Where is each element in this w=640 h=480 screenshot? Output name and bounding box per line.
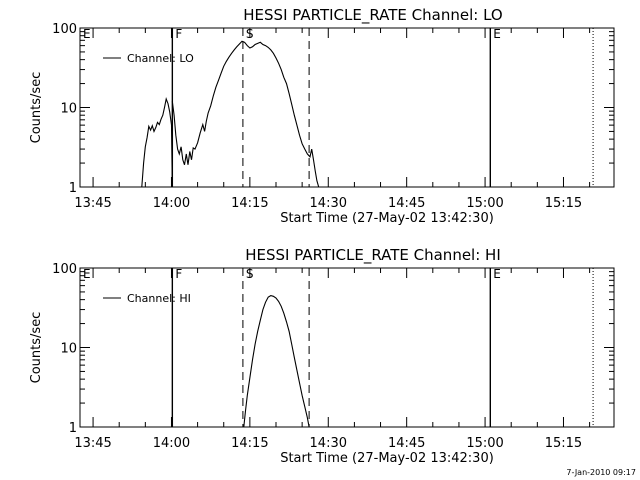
y-tick-label: 10 — [60, 102, 77, 117]
legend-label: Channel: HI — [127, 292, 191, 305]
chart-panel-2: HESSI PARTICLE_RATE Channel: HI 1 10 100 Cou… — [29, 246, 615, 466]
x-tick-label: 14:15 — [231, 436, 268, 451]
marker-label: S — [246, 27, 254, 41]
marker-label: F — [175, 267, 182, 281]
x-tick-label: 14:15 — [231, 196, 268, 211]
x-tick-label: 15:00 — [466, 196, 503, 211]
y-tick-label: 1 — [69, 421, 77, 436]
legend-label: Channel: LO — [127, 52, 194, 65]
chart-title: HESSI PARTICLE_RATE Channel: LO — [243, 6, 502, 25]
x-tick-label: 14:30 — [310, 436, 347, 451]
y-tick-label: 1 — [69, 181, 77, 196]
marker-label: E — [83, 267, 91, 281]
x-tick-label: 13:45 — [74, 196, 111, 211]
footer-timestamp: 7-Jan-2010 09:17 — [566, 468, 636, 477]
marker-label: F — [175, 27, 182, 41]
marker-label: E — [83, 27, 91, 41]
series-line — [171, 40, 320, 188]
x-tick-label: 14:00 — [153, 436, 190, 451]
series-line — [141, 97, 173, 188]
y-tick-label: 10 — [60, 342, 77, 357]
y-axis-label: Counts/sec — [29, 72, 44, 144]
panels: HESSI PARTICLE_RATE Channel: LO 1 10 100 Cou… — [29, 6, 615, 466]
x-axis-label: Start Time (27-May-02 13:42:30) — [280, 211, 494, 226]
series-line — [243, 295, 310, 428]
x-tick-label: 15:00 — [466, 436, 503, 451]
x-axis-label: Start Time (27-May-02 13:42:30) — [280, 451, 494, 466]
chart-title: HESSI PARTICLE_RATE Channel: HI — [245, 246, 501, 265]
y-tick-label: 100 — [52, 262, 77, 277]
x-tick-label: 14:00 — [153, 196, 190, 211]
chart-panel-1: HESSI PARTICLE_RATE Channel: LO 1 10 100 Cou… — [29, 6, 615, 226]
y-axis-label: Counts/sec — [29, 312, 44, 384]
marker-label: E — [493, 27, 501, 41]
y-tick-label: 100 — [52, 22, 77, 37]
x-tick-label: 14:45 — [388, 436, 425, 451]
marker-label: E — [493, 267, 501, 281]
x-tick-label: 14:45 — [388, 196, 425, 211]
marker-label: S — [246, 267, 254, 281]
x-tick-label: 15:15 — [545, 196, 582, 211]
x-tick-label: 13:45 — [74, 436, 111, 451]
x-tick-label: 15:15 — [545, 436, 582, 451]
x-tick-label: 14:30 — [310, 196, 347, 211]
